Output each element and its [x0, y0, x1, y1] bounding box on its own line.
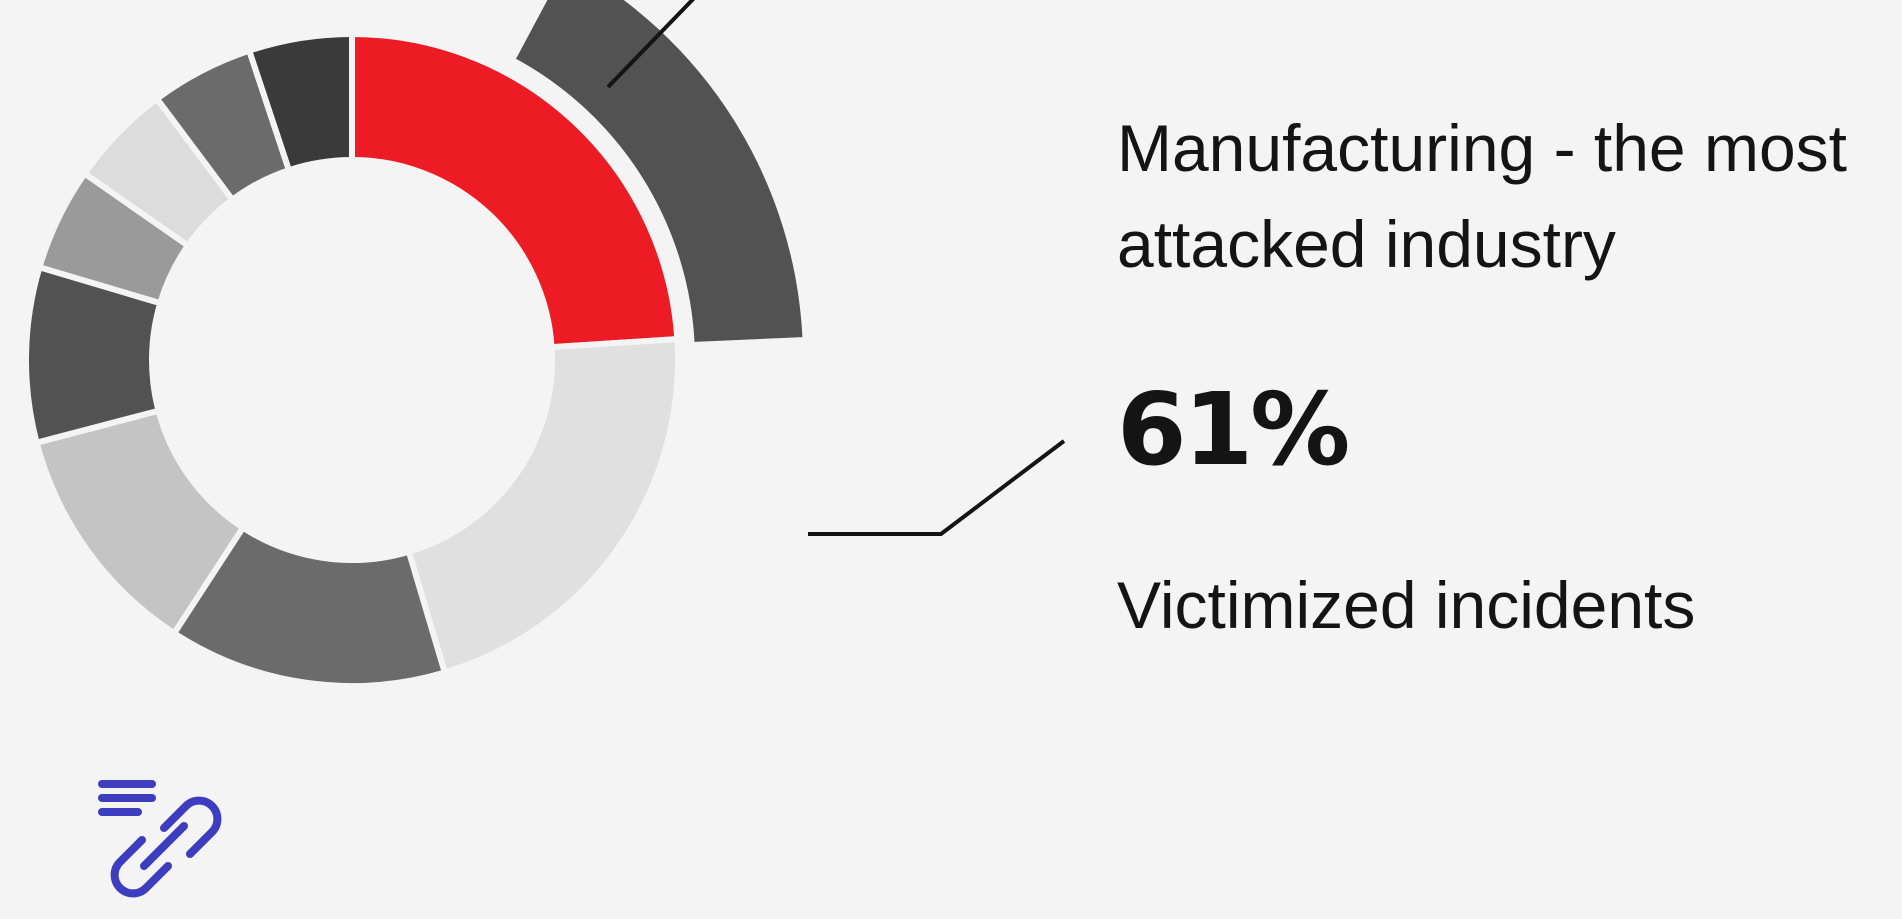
exploded-segment-arc	[507, 0, 809, 349]
link-list-icon	[98, 780, 222, 898]
donut-slice-8	[245, 30, 355, 174]
leader-line-top	[606, 0, 696, 89]
link-icon[interactable]	[96, 776, 232, 910]
donut-slice-1	[405, 335, 681, 677]
leader-lines	[606, 0, 1066, 536]
leader-line-stat	[808, 439, 1066, 536]
stat-value: 61%	[1117, 371, 1350, 488]
stat-label: Victimized incidents	[1117, 568, 1696, 642]
callout-headline: Manufacturing - the most attacked indust…	[1117, 111, 1847, 281]
donut-slice-manufacturing	[349, 30, 681, 351]
donut-slices	[23, 30, 681, 689]
